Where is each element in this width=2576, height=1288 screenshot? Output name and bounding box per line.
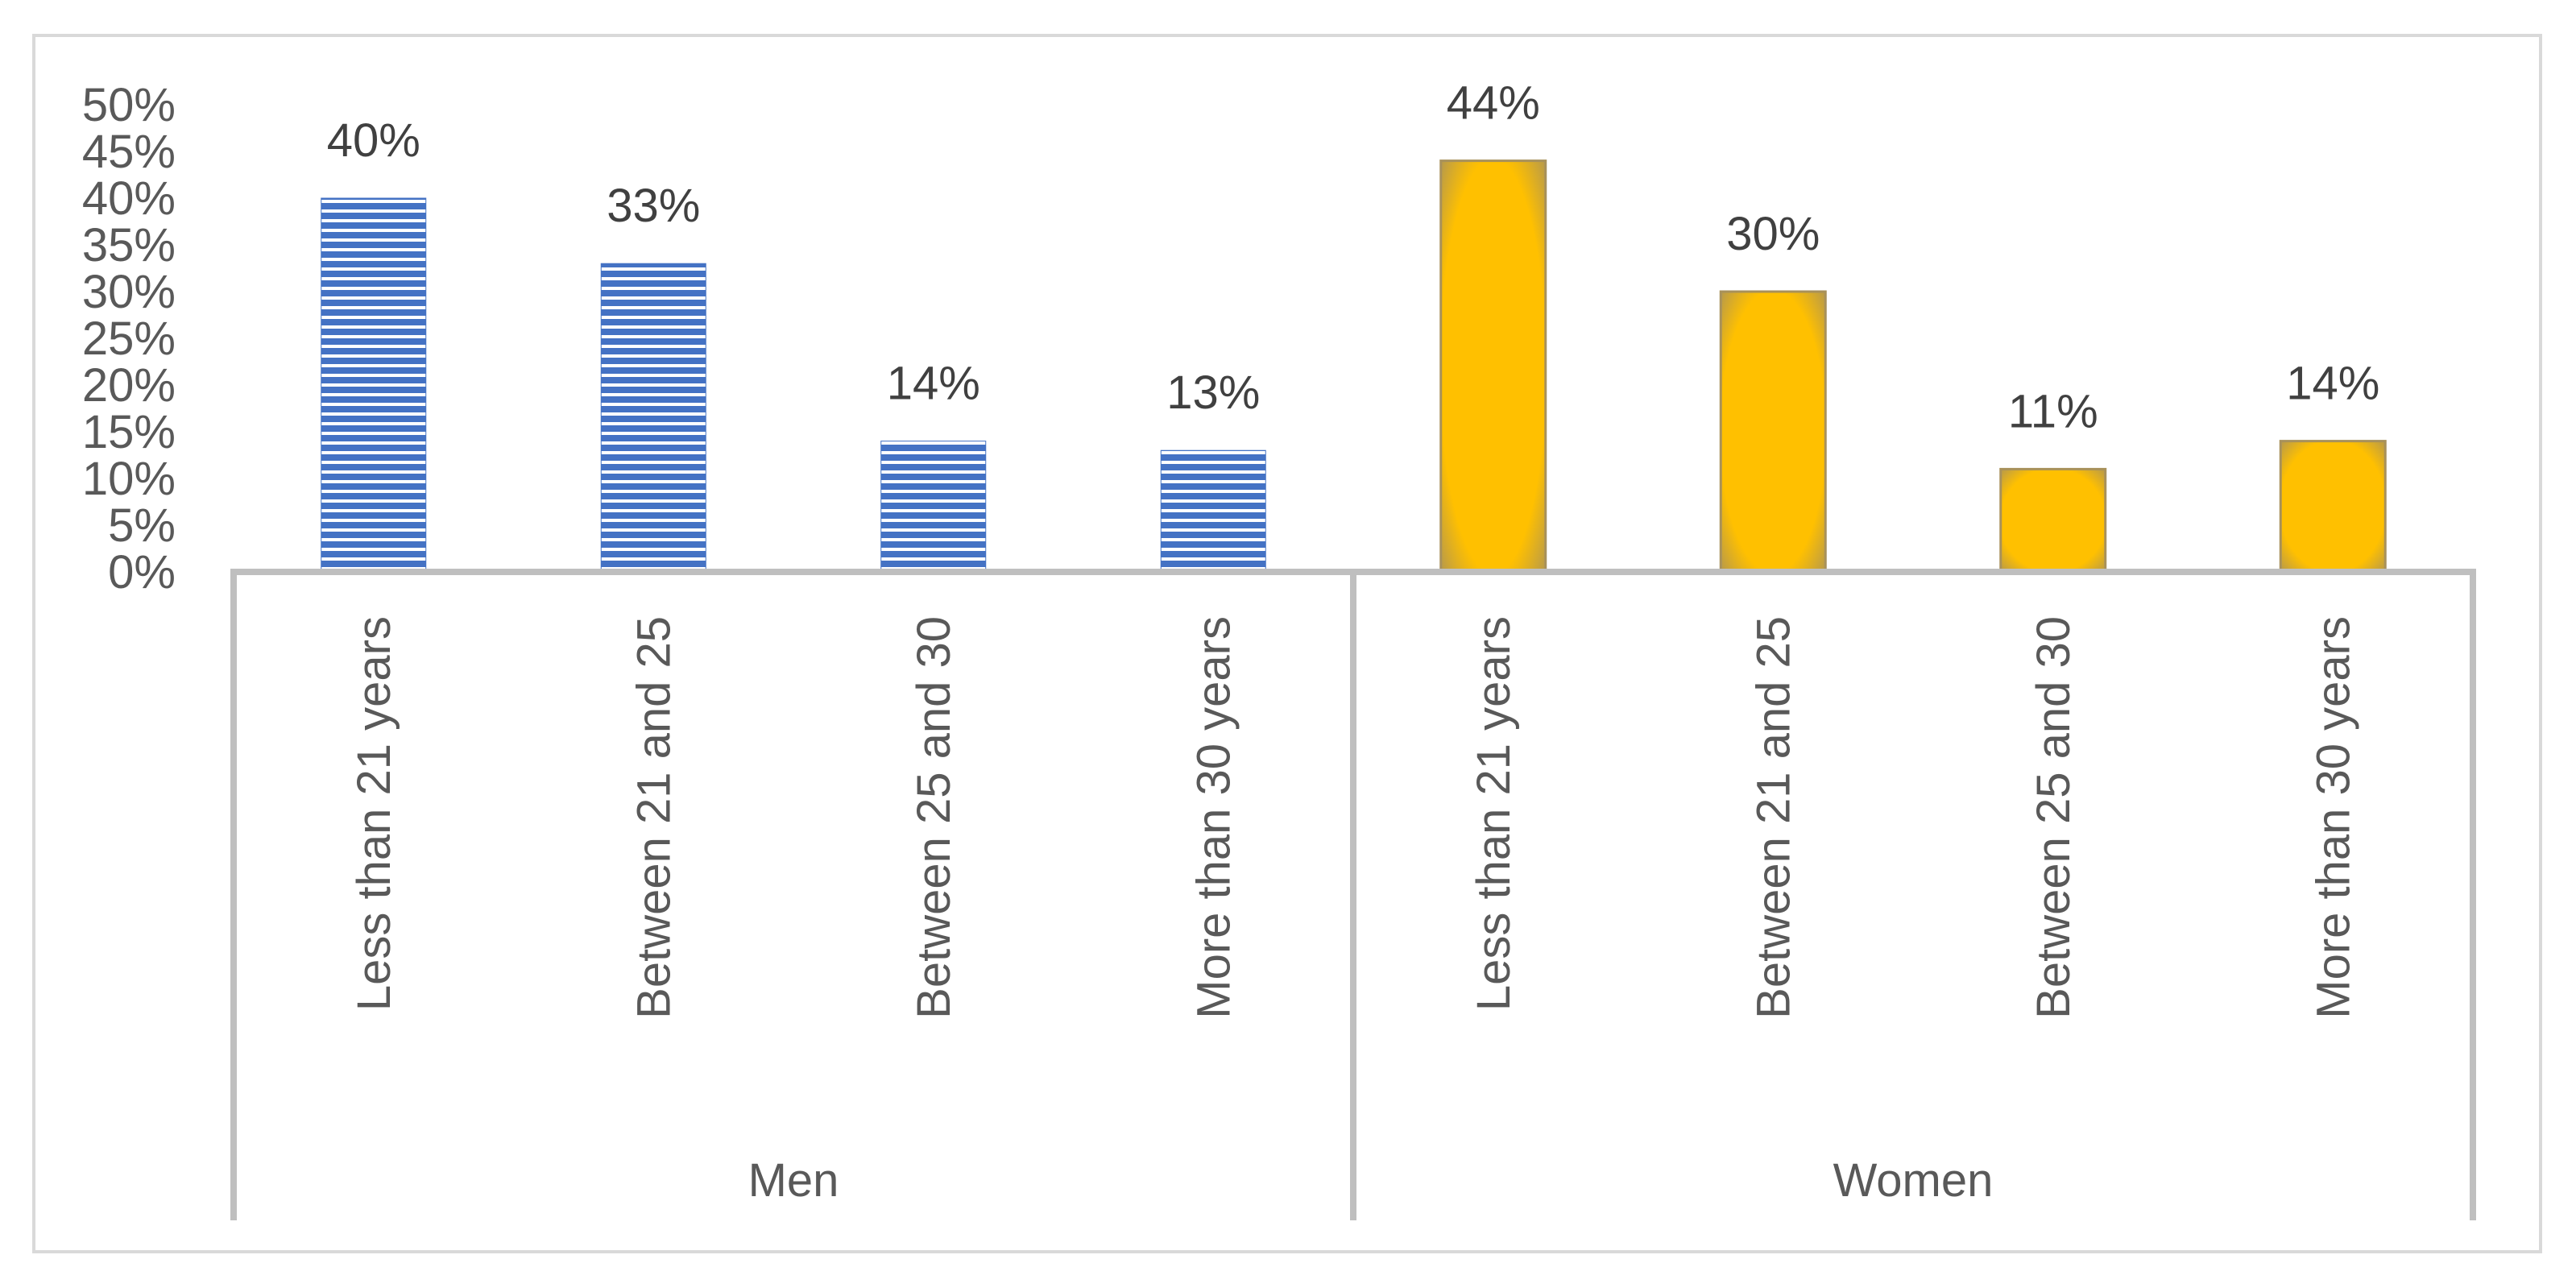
group-label: Men — [748, 1154, 839, 1207]
bar-women-3 — [2279, 440, 2387, 574]
y-tick-label: 50% — [82, 79, 176, 131]
category-label: Less than 21 years — [348, 616, 400, 1011]
data-label: 30% — [1726, 208, 1820, 260]
bar-women-2 — [1999, 467, 2107, 574]
y-tick-label: 5% — [108, 499, 176, 552]
y-tick-label: 45% — [82, 126, 176, 178]
y-tick-label: 10% — [82, 453, 176, 505]
category-label: Between 25 and 30 — [2027, 616, 2080, 1019]
data-label: 13% — [1166, 367, 1260, 419]
category-label: More than 30 years — [1187, 616, 1240, 1019]
bars — [321, 159, 2387, 574]
y-tick-label: 35% — [82, 219, 176, 271]
group-labels: Men Women — [748, 1154, 1994, 1207]
data-label: 44% — [1447, 77, 1540, 130]
bar-men-2 — [880, 441, 987, 573]
bar-men-3 — [1160, 449, 1266, 573]
y-tick-label: 15% — [82, 406, 176, 458]
bar-women-1 — [1719, 290, 1827, 574]
category-labels: Less than 21 years Between 21 and 25 Betwe… — [348, 616, 2360, 1019]
category-label: More than 30 years — [2307, 616, 2359, 1019]
data-label: 14% — [2286, 358, 2379, 410]
bar-men-0 — [321, 197, 427, 573]
y-tick-label: 0% — [108, 546, 176, 598]
category-axis — [230, 569, 2476, 1220]
y-tick-label: 25% — [82, 313, 176, 365]
data-label: 11% — [2008, 385, 2098, 437]
category-label: Less than 21 years — [1468, 616, 1520, 1011]
category-label: Between 21 and 25 — [1747, 616, 1799, 1019]
category-label: Between 21 and 25 — [627, 616, 680, 1019]
y-tick-label: 40% — [82, 172, 176, 225]
bar-men-1 — [600, 263, 706, 573]
data-label: 40% — [327, 114, 420, 167]
data-labels: 40% 33% 14% 13% 44% 30% 11% 14% — [327, 77, 2380, 438]
data-label: 33% — [607, 180, 700, 232]
y-tick-label: 30% — [82, 266, 176, 318]
chart-frame — [32, 34, 2542, 1253]
category-label: Between 25 and 30 — [908, 616, 960, 1019]
y-tick-label: 20% — [82, 359, 176, 412]
group-label: Women — [1833, 1154, 1994, 1207]
y-axis-tick-labels: 0%5%10%15%20%25%30%35%40%45%50% — [82, 79, 176, 598]
bar-women-0 — [1439, 159, 1547, 574]
data-label: 14% — [887, 358, 980, 410]
